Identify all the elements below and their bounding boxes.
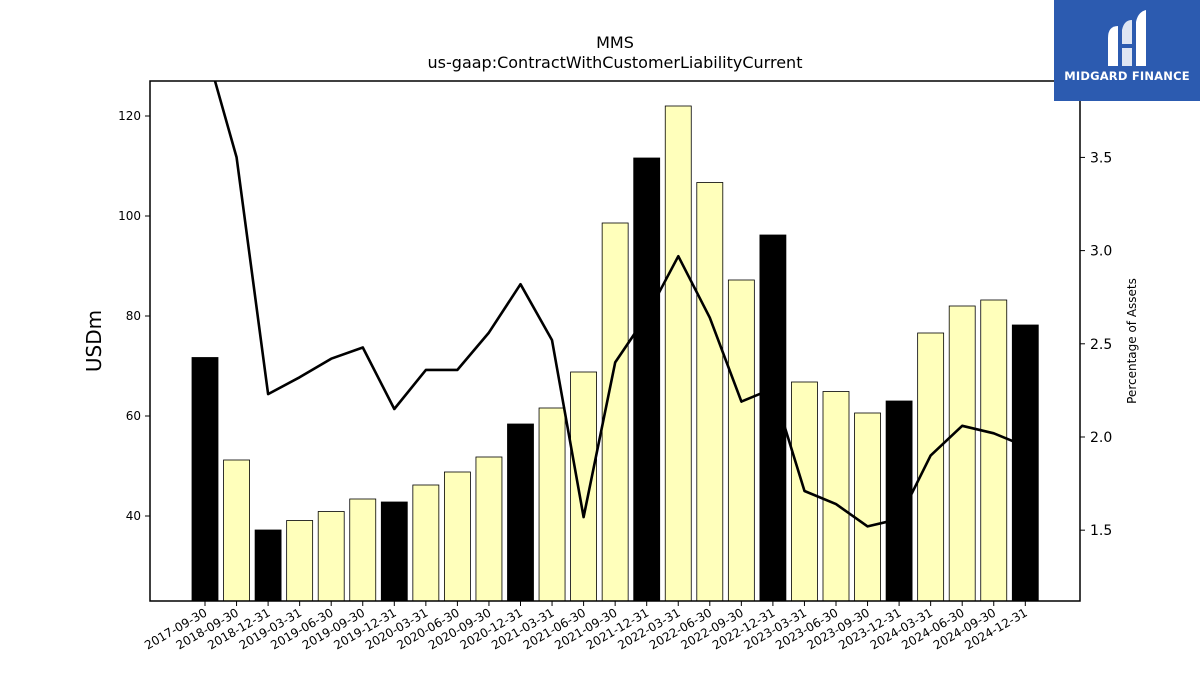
y-axis-label: USDm	[82, 310, 106, 372]
chart-title: MMS	[596, 33, 634, 52]
y-tick-label: 100	[118, 209, 141, 223]
y2-axis-label: Percentage of Assets	[1125, 278, 1139, 404]
bar-2021-09-30	[601, 222, 629, 602]
y2-tick-label: 3.0	[1090, 244, 1112, 260]
bar-2024-12-31	[1011, 324, 1039, 602]
y-tick-label: 60	[126, 409, 141, 423]
bar-2024-09-30	[980, 299, 1008, 602]
bar-2019-09-30	[349, 498, 377, 602]
logo-mark-icon	[1108, 10, 1146, 66]
bar-2022-06-30	[696, 182, 724, 602]
bar-2019-06-30	[317, 511, 345, 602]
bar-2019-03-31	[286, 520, 314, 602]
y-tick-label: 80	[126, 309, 141, 323]
y2-tick-label: 2.0	[1090, 430, 1112, 446]
bar-2024-06-30	[948, 305, 976, 602]
percentage-line	[213, 81, 1026, 528]
bar-2022-03-31	[664, 105, 692, 602]
bar-2020-09-30	[475, 456, 503, 602]
bar-2017-09-30	[191, 357, 219, 602]
y-tick-label: 40	[126, 509, 141, 523]
bar-2023-06-30	[822, 391, 850, 602]
brand-logo: MIDGARD FINANCE	[1054, 0, 1200, 101]
y2-tick-label: 3.5	[1090, 150, 1112, 166]
chart-subtitle: us-gaap:ContractWithCustomerLiabilityCur…	[428, 53, 803, 72]
bar-2021-12-31	[633, 157, 661, 602]
bar-2024-03-31	[917, 332, 945, 602]
bars-layer	[191, 105, 1039, 602]
bar-2022-09-30	[727, 279, 755, 602]
bar-2018-09-30	[223, 459, 250, 602]
bar-2020-03-31	[412, 484, 440, 602]
y-tick-label: 120	[118, 109, 141, 123]
line-layer	[213, 81, 1026, 528]
logo-text: MIDGARD FINANCE	[1064, 69, 1190, 83]
bar-2021-06-30	[570, 371, 597, 602]
bar-2019-12-31	[380, 501, 408, 602]
bar-2023-09-30	[854, 412, 881, 602]
bar-2020-06-30	[443, 471, 471, 602]
bar-2018-12-31	[254, 529, 282, 602]
bar-2021-03-31	[538, 407, 566, 602]
y2-tick-label: 1.5	[1090, 523, 1112, 539]
y2-tick-label: 2.5	[1090, 337, 1112, 353]
bar-2020-12-31	[507, 423, 534, 602]
